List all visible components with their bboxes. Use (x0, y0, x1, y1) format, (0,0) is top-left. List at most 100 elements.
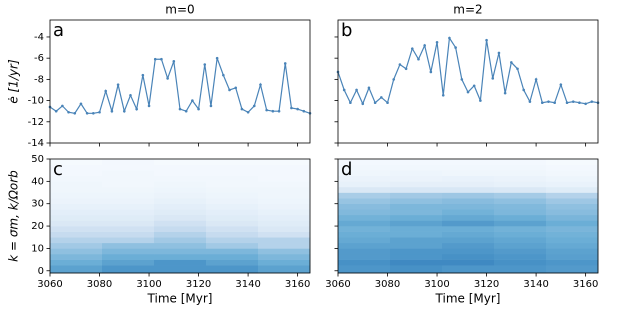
heat-cell (546, 254, 599, 260)
heat-cell (338, 192, 391, 199)
heat-cell (206, 203, 259, 210)
x-tick-label: 3160 (285, 279, 310, 290)
heat-cell (258, 175, 311, 182)
data-point (271, 109, 275, 113)
heat-cell (442, 198, 495, 205)
heat-cell (494, 248, 547, 255)
heat-cell (546, 259, 599, 266)
heat-cell (442, 237, 495, 244)
data-point (302, 109, 306, 113)
heat-cell (206, 175, 259, 182)
heat-cell (102, 186, 155, 193)
heat-cell (154, 242, 207, 249)
data-point (92, 112, 95, 115)
panel-title: m=2 (453, 3, 482, 17)
heat-cell (494, 181, 547, 188)
heat-cell (338, 186, 391, 193)
heat-cell (102, 231, 155, 238)
heat-cell (494, 170, 547, 177)
data-point (410, 47, 414, 50)
y-tick-label: -10 (28, 96, 44, 107)
data-point (228, 88, 231, 92)
heat-cell (50, 265, 103, 274)
heat-cell (102, 248, 155, 255)
heat-cell (390, 164, 443, 171)
data-point (54, 109, 58, 113)
heat-cell (50, 170, 103, 177)
heat-cell (546, 242, 599, 249)
heat-cell (154, 170, 207, 177)
data-point (166, 77, 169, 80)
heat-cell (154, 164, 207, 171)
data-point (98, 110, 101, 114)
heat-cell (494, 159, 547, 165)
heat-cell (442, 242, 495, 249)
data-point (141, 73, 145, 77)
data-point (153, 57, 157, 61)
heat-cell (494, 186, 547, 193)
heat-cell (50, 226, 103, 232)
heat-cell (206, 226, 259, 232)
data-point (277, 109, 281, 113)
heat-cell (442, 220, 495, 227)
heat-cell (338, 214, 391, 221)
x-tick-label: 3060 (325, 279, 350, 290)
heat-cell (494, 220, 547, 227)
axes-frame (49, 19, 311, 144)
x-tick-label: 3080 (375, 279, 400, 290)
heat-cell (494, 242, 547, 249)
heat-cell (338, 254, 391, 260)
heat-cell (546, 209, 599, 216)
heat-cell (258, 259, 311, 266)
heat-cell (442, 192, 495, 199)
heat-cell (258, 214, 311, 221)
heat-cell (102, 170, 155, 177)
axes-frame (337, 158, 599, 274)
heat-cell (50, 209, 103, 216)
heat-cell (338, 242, 391, 249)
heat-cell (154, 265, 207, 274)
x-axis-label: Time [Myr] (147, 292, 213, 306)
heat-cell (494, 175, 547, 182)
heat-cell (442, 231, 495, 238)
data-point (534, 78, 538, 81)
data-point (497, 51, 501, 55)
panel: -14 -12 -10 -8 -6 -4 m=0 a ė [1/yr] (7, 3, 312, 149)
y-tick-label: -6 (34, 53, 44, 64)
heat-cell (442, 254, 495, 260)
heat-cell (442, 159, 495, 165)
heat-cell (494, 164, 547, 171)
panel: 3060 3080 3100 3120 3140 3160 d Time [Myr] (325, 158, 599, 306)
heat-cell (50, 159, 103, 165)
heat-cell (390, 186, 443, 193)
data-line (337, 36, 599, 106)
data-point (129, 93, 132, 97)
y-tick-label: -8 (34, 74, 44, 85)
data-point (584, 102, 587, 106)
heat-cell (546, 248, 599, 255)
heat-cell (338, 248, 391, 255)
x-tick-label: 3080 (87, 279, 112, 290)
heat-cell (258, 220, 311, 227)
y-tick-label: 20 (31, 221, 44, 232)
heat-cell (102, 209, 155, 216)
heat-cell (50, 214, 103, 221)
heat-cell (154, 209, 207, 216)
panel: 3060 3080 3100 3120 3140 3160 0 10 20 30 40 50 c Time… (7, 154, 311, 306)
heat-cell (442, 259, 495, 266)
heat-cell (50, 242, 103, 249)
heat-cell (546, 265, 599, 274)
heat-cell (206, 220, 259, 227)
heat-cell (546, 226, 599, 232)
data-point (147, 104, 151, 108)
x-tick-label: 3120 (186, 279, 211, 290)
heat-cell (154, 198, 207, 205)
data-point (503, 91, 507, 95)
data-point (386, 101, 389, 105)
heat-cell (494, 192, 547, 199)
heat-cell (390, 198, 443, 205)
data-point (252, 104, 256, 108)
heat-cell (390, 242, 443, 249)
data-point (67, 110, 70, 114)
